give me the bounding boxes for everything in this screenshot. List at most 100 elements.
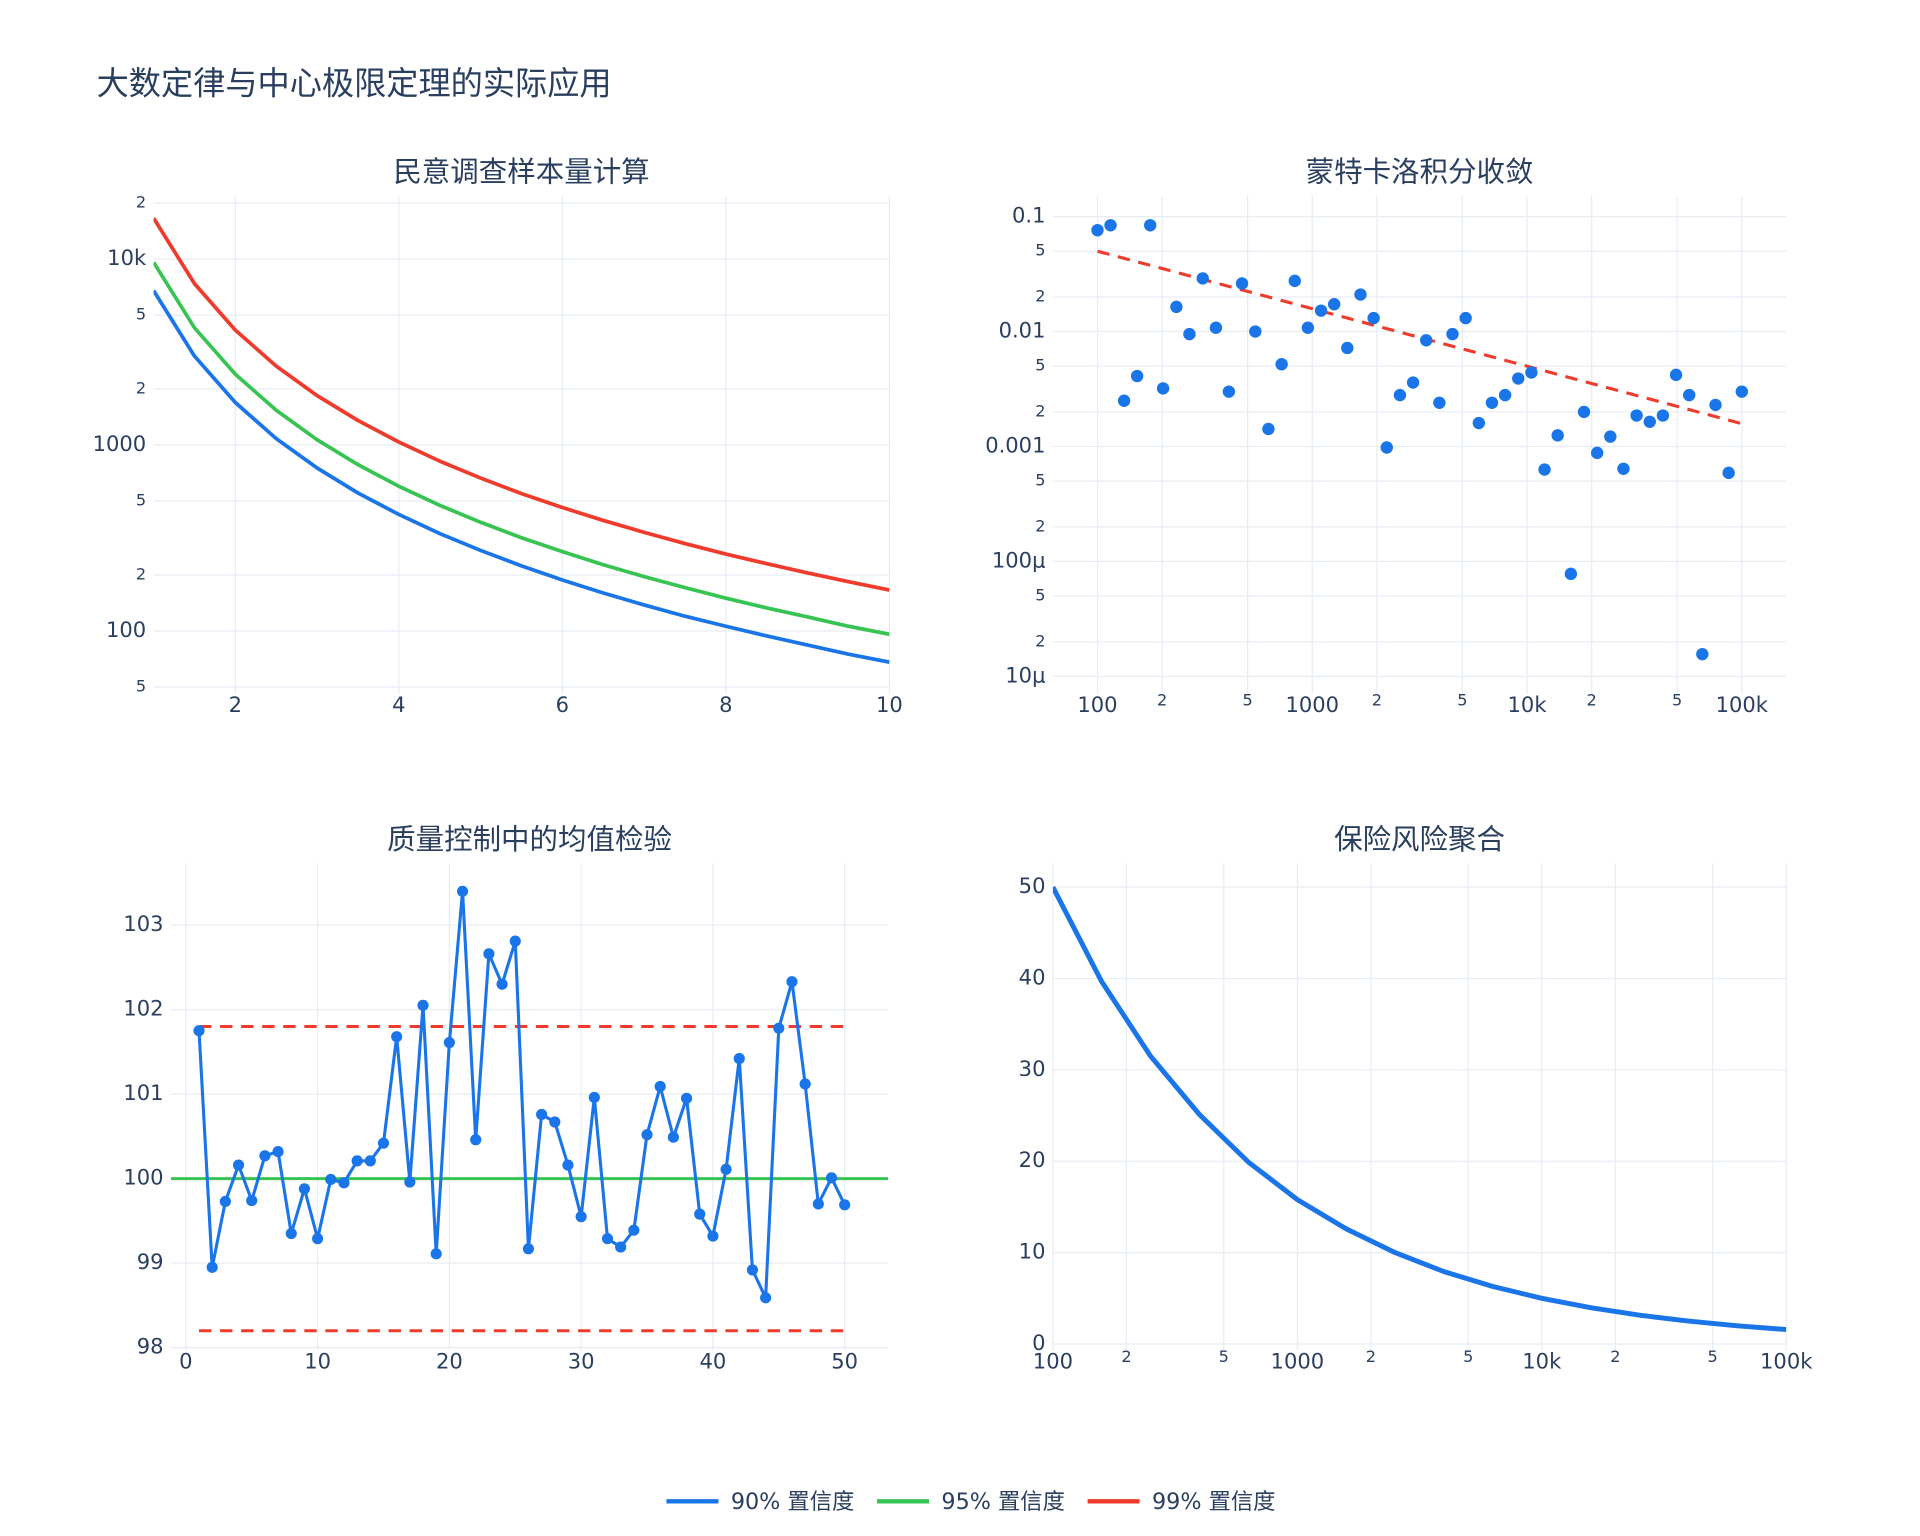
marker xyxy=(720,1163,732,1175)
point xyxy=(1354,288,1367,301)
marker xyxy=(483,948,495,960)
point xyxy=(1630,409,1643,422)
marker xyxy=(575,1211,587,1223)
marker xyxy=(443,1036,455,1049)
marker xyxy=(246,1195,258,1207)
marker xyxy=(312,1233,324,1245)
point xyxy=(1367,311,1380,325)
x-tick-label: 2 xyxy=(1610,1347,1620,1366)
x-tick-label: 2 xyxy=(1121,1347,1131,1366)
marker xyxy=(325,1173,337,1186)
marker xyxy=(562,1159,574,1171)
point xyxy=(1656,409,1670,422)
y-tick-label: 2 xyxy=(136,193,146,212)
x-tick-label: 4 xyxy=(392,692,405,717)
y-tick-label: 103 xyxy=(123,911,163,936)
point xyxy=(1170,300,1183,314)
marker xyxy=(232,1159,245,1171)
point xyxy=(1235,277,1249,290)
x-tick-label: 40 xyxy=(700,1349,727,1374)
marker xyxy=(351,1155,363,1167)
marker xyxy=(404,1176,416,1188)
point xyxy=(1380,441,1393,454)
x-tick-label: 5 xyxy=(1457,691,1467,710)
x-tick-label: 100k xyxy=(1716,692,1769,717)
y-tick-label: 100μ xyxy=(992,547,1046,572)
point xyxy=(1301,321,1315,334)
point xyxy=(1341,341,1354,355)
marker xyxy=(641,1129,653,1141)
point xyxy=(1459,311,1472,325)
plot-area xyxy=(1091,219,1748,661)
point xyxy=(1104,219,1117,232)
marker xyxy=(667,1131,679,1143)
y-tick-label: 102 xyxy=(123,996,163,1021)
x-tick-label: 5 xyxy=(1708,1347,1718,1366)
point xyxy=(1735,385,1748,398)
marker xyxy=(707,1230,719,1242)
point xyxy=(1091,223,1104,237)
legend-label: 95% 置信度 xyxy=(941,1489,1064,1515)
subplot-title: 蒙特卡洛积分收敛 xyxy=(1306,155,1534,188)
y-tick-label: 10 xyxy=(1019,1239,1046,1264)
y-tick-label: 98 xyxy=(137,1334,164,1359)
point xyxy=(1590,446,1604,460)
y-tick-label: 5 xyxy=(1035,471,1045,490)
point xyxy=(1577,405,1591,419)
x-tick-label: 0 xyxy=(179,1349,192,1374)
plot-area xyxy=(1052,886,1787,1333)
point xyxy=(1275,358,1288,371)
y-tick-label: 5 xyxy=(1035,586,1045,605)
marker xyxy=(680,1092,693,1104)
y-tick-label: 2 xyxy=(1035,401,1045,420)
marker xyxy=(338,1177,350,1189)
x-tick-label: 2 xyxy=(1587,691,1597,710)
point xyxy=(1564,567,1578,581)
point xyxy=(1117,394,1131,407)
y-tick-label: 2 xyxy=(136,379,146,398)
point xyxy=(1433,396,1446,409)
y-tick-label: 10k xyxy=(107,245,147,270)
y-tick-label: 30 xyxy=(1019,1056,1046,1081)
x-tick-label: 1000 xyxy=(1271,1349,1325,1374)
marker xyxy=(470,1134,482,1146)
x-tick-label: 20 xyxy=(436,1349,463,1374)
y-tick-label: 101 xyxy=(123,1080,163,1105)
y-tick-label: 10μ xyxy=(1005,662,1045,687)
marker xyxy=(654,1080,666,1093)
marker xyxy=(298,1183,310,1195)
point xyxy=(1696,647,1709,661)
point xyxy=(1156,382,1170,395)
point xyxy=(1604,430,1617,443)
y-tick-label: 0.001 xyxy=(985,432,1045,457)
y-tick-label: 2 xyxy=(1035,516,1045,535)
marker xyxy=(760,1292,772,1304)
marker xyxy=(377,1137,390,1149)
y-tick-label: 99 xyxy=(137,1249,164,1274)
y-tick-label: 1000 xyxy=(93,431,147,456)
marker xyxy=(522,1243,535,1255)
legend-label: 99% 置信度 xyxy=(1152,1489,1275,1515)
y-tick-label: 0.1 xyxy=(1012,203,1045,228)
marker xyxy=(285,1227,297,1240)
point xyxy=(1249,325,1262,338)
marker xyxy=(509,935,521,947)
subplot-title: 民意调查样本量计算 xyxy=(393,155,649,188)
series-line xyxy=(153,261,890,637)
marker xyxy=(799,1078,811,1090)
x-tick-label: 2 xyxy=(1366,1347,1376,1366)
point xyxy=(1683,388,1696,402)
marker xyxy=(746,1264,759,1276)
point xyxy=(1538,463,1551,476)
marker xyxy=(786,976,798,988)
marker xyxy=(364,1155,376,1167)
x-tick-label: 5 xyxy=(1463,1347,1473,1366)
point xyxy=(1551,429,1564,442)
marker xyxy=(193,1025,205,1037)
legend-label: 90% 置信度 xyxy=(731,1489,854,1515)
point xyxy=(1314,304,1328,317)
point xyxy=(1420,334,1433,347)
point xyxy=(1525,366,1538,379)
y-tick-label: 5 xyxy=(136,676,146,695)
